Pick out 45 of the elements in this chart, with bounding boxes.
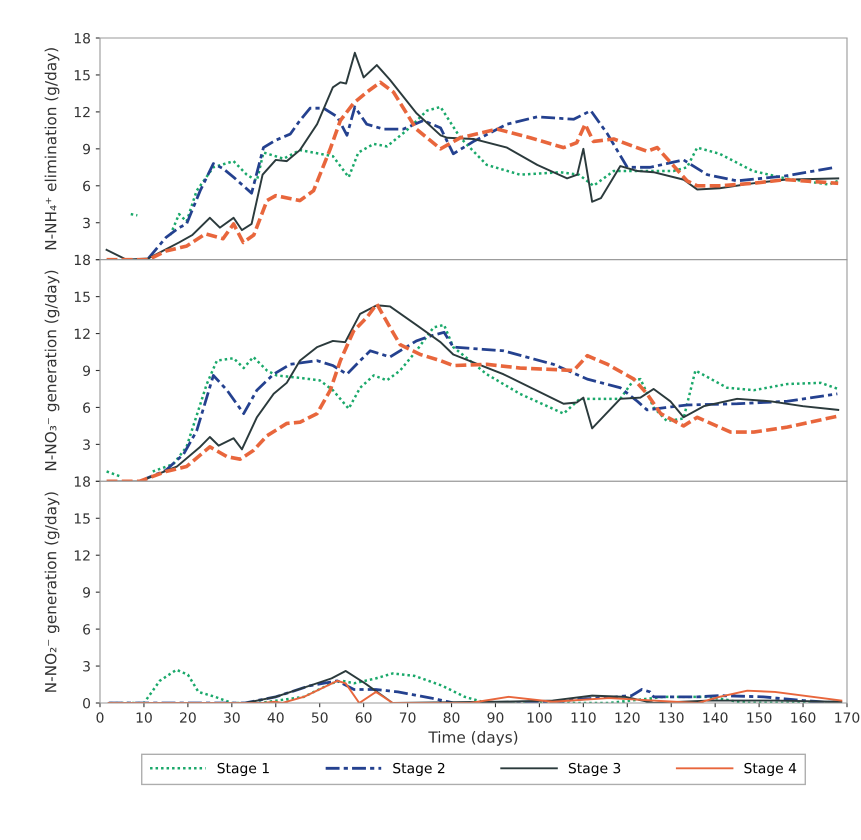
x-tick-label: 90 <box>488 712 504 723</box>
x-tick-label: 120 <box>616 712 640 723</box>
x-tick-label: 0 <box>96 712 104 723</box>
y-tick-label: 18 <box>74 254 90 266</box>
legend-label: Stage 1 <box>218 762 269 776</box>
y-tick-label: 3 <box>83 439 90 450</box>
x-tick-label: 60 <box>356 712 372 723</box>
x-tick-label: 110 <box>572 712 596 723</box>
x-tick-label: 10 <box>136 712 152 723</box>
x-tick-label: 20 <box>180 712 196 723</box>
y-tick-label: 15 <box>74 513 90 524</box>
x-tick-label: 30 <box>224 712 240 723</box>
x-axis-title: Time (days) <box>428 731 518 746</box>
legend-label: Stage 2 <box>393 762 444 776</box>
y-tick-label: 6 <box>83 402 90 413</box>
x-tick-label: 50 <box>312 712 328 723</box>
x-tick-label: 140 <box>703 712 728 723</box>
y-axis-title: N-NH₄⁺ elimination (g/day) <box>44 48 60 250</box>
x-tick-label: 170 <box>835 712 860 723</box>
y-tick-label: 12 <box>74 328 90 339</box>
x-tick-label: 40 <box>268 712 284 723</box>
x-tick-label: 160 <box>791 712 816 723</box>
y-tick-label: 6 <box>83 180 90 192</box>
x-tick-label: 150 <box>747 712 772 723</box>
legend-label: Stage 3 <box>568 762 620 776</box>
y-tick-label: 3 <box>83 218 90 228</box>
y-tick-label: 3 <box>83 661 90 672</box>
y-tick-label: 6 <box>83 624 90 635</box>
y-tick-label: 12 <box>74 106 90 118</box>
y-axis-title: N-NO₃⁻ generation (g/day) <box>44 270 60 470</box>
y-tick-label: 18 <box>74 476 90 487</box>
y-tick-label: 9 <box>83 365 90 376</box>
y-tick-label: 15 <box>74 292 90 302</box>
x-tick-label: 70 <box>400 712 416 723</box>
y-tick-label: 9 <box>83 144 90 154</box>
x-tick-label: 100 <box>528 712 552 723</box>
y-tick-label: 15 <box>74 70 90 80</box>
y-tick-label: 18 <box>74 32 90 44</box>
y-tick-label: 12 <box>74 550 90 560</box>
x-tick-label: 130 <box>660 712 684 723</box>
y-tick-label: 9 <box>83 587 90 598</box>
y-axis-title: N-NO₂⁻ generation (g/day) <box>44 492 60 692</box>
x-tick-label: 80 <box>444 712 460 723</box>
y-tick-label: 0 <box>83 698 90 708</box>
legend-label: Stage 4 <box>744 762 796 776</box>
